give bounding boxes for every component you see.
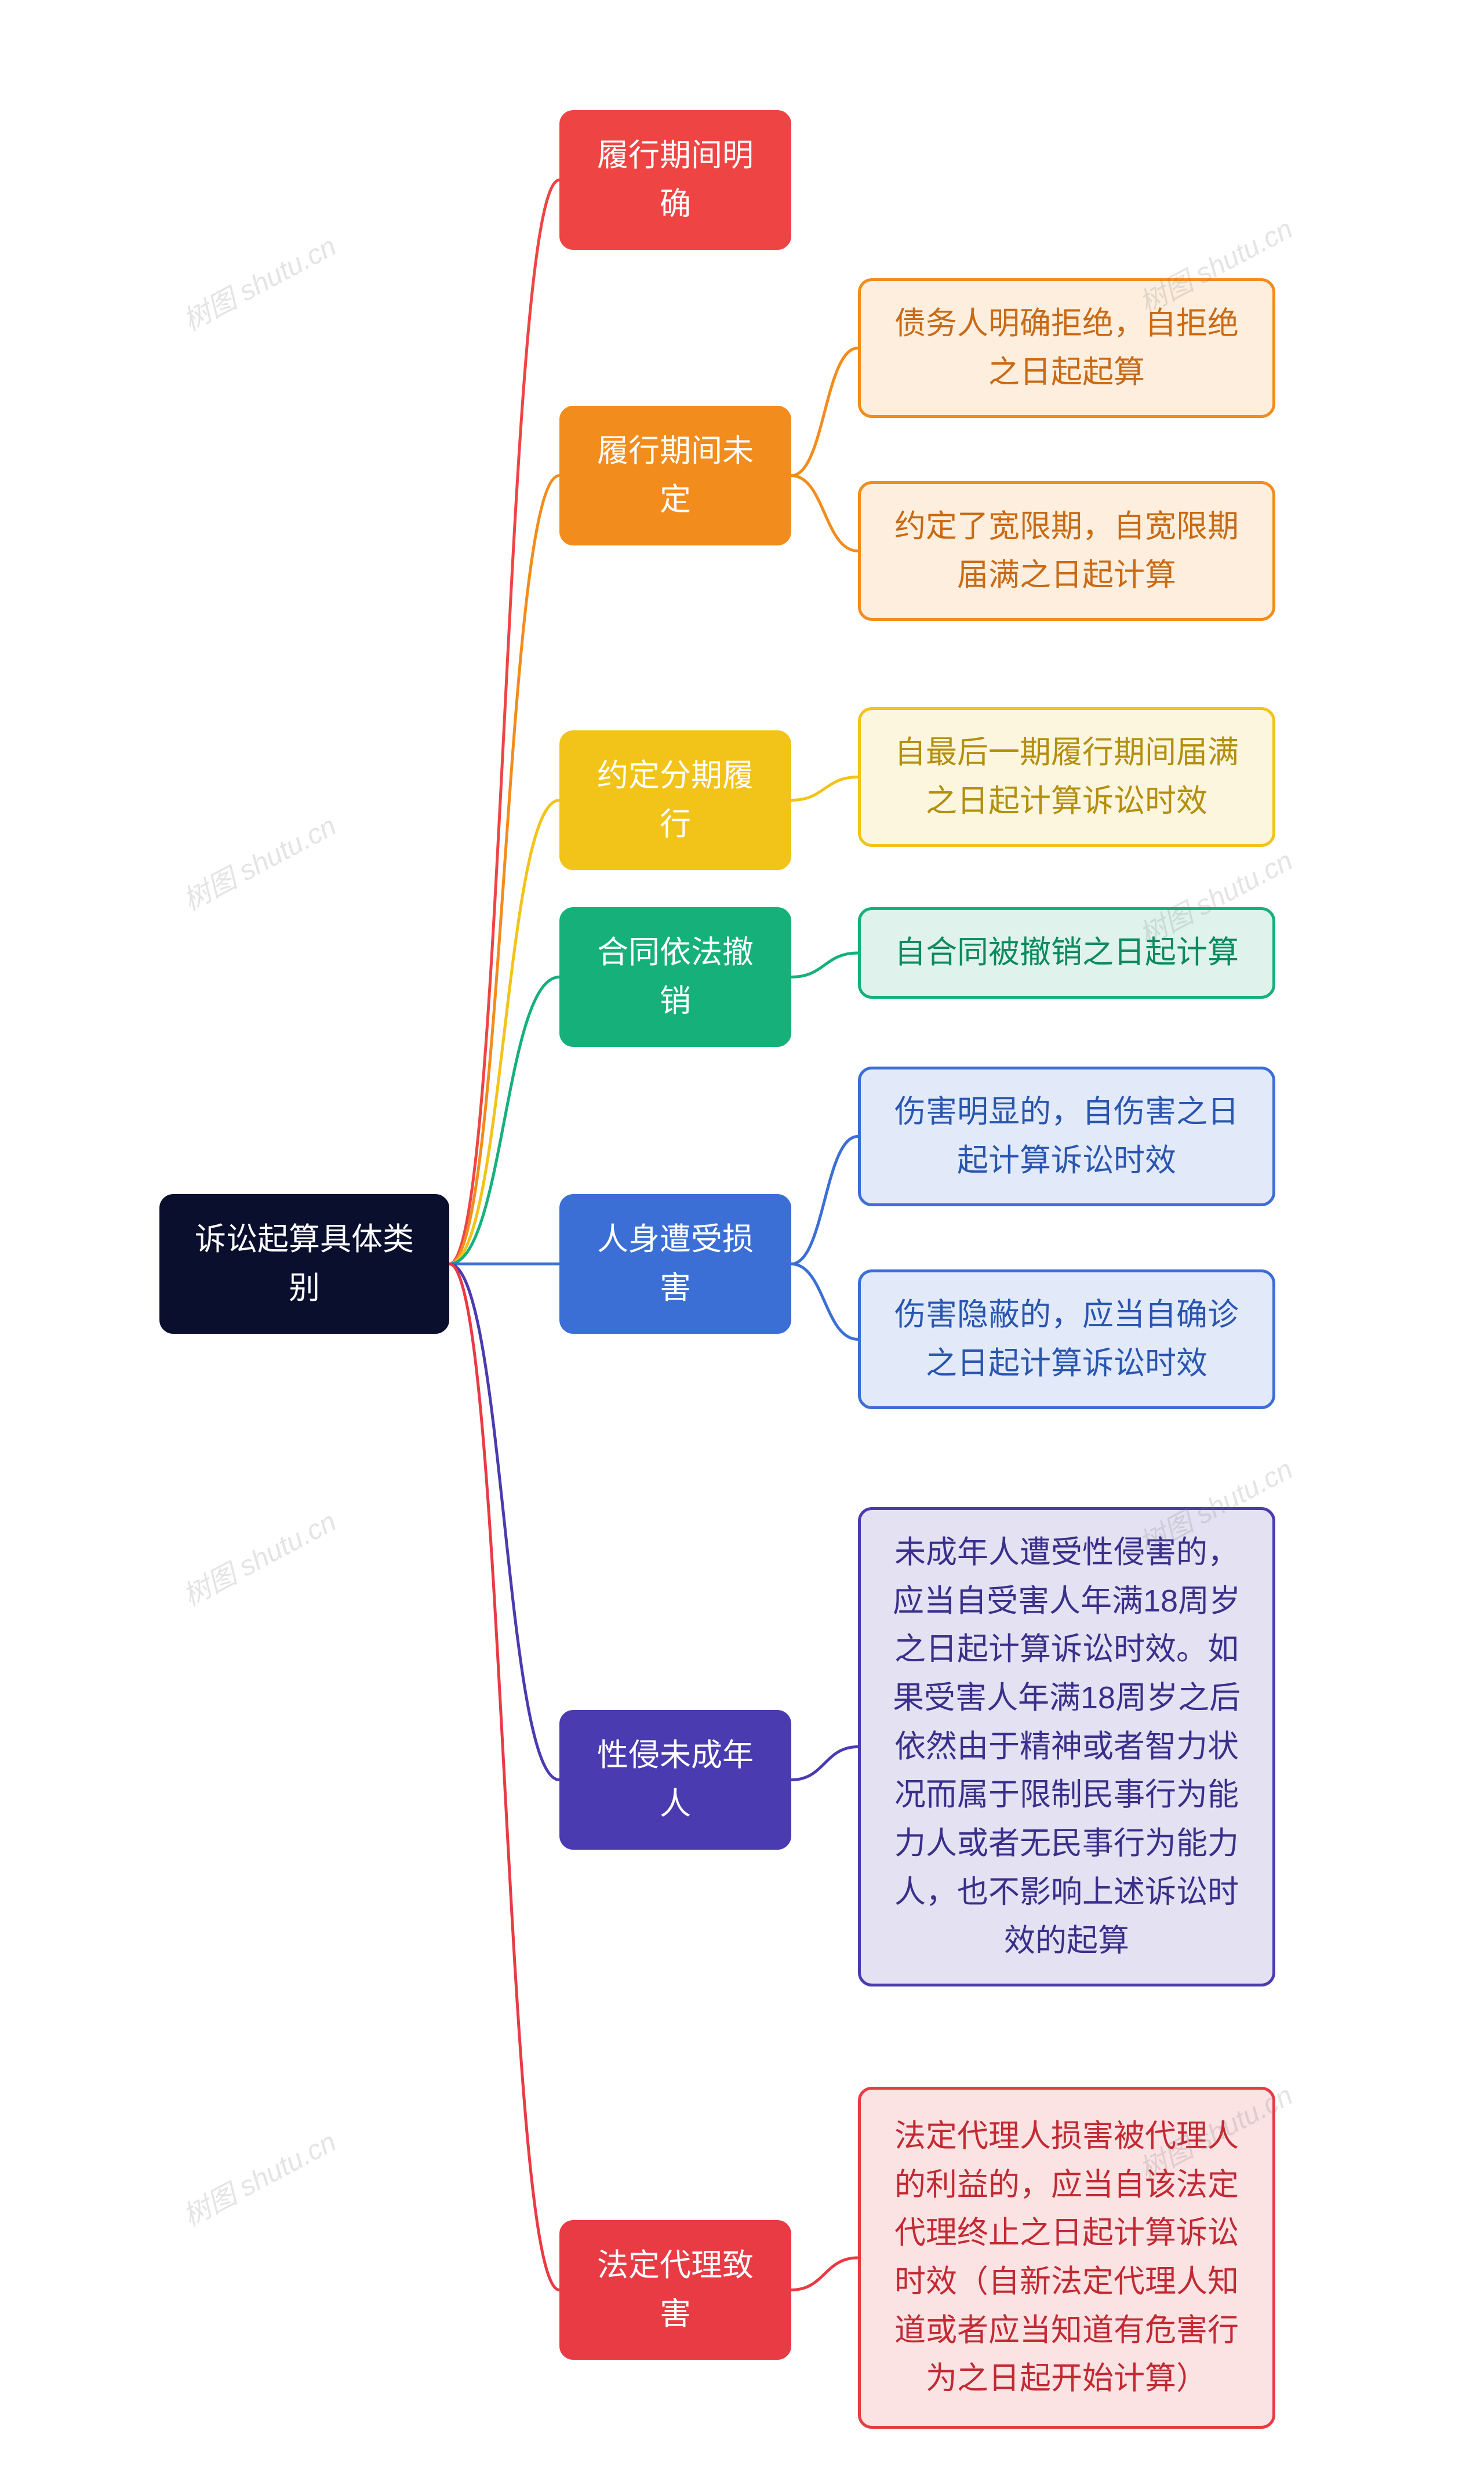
branch-b7-label: 法定代理致害	[585, 2242, 765, 2338]
watermark: 树图 shutu.cn	[174, 1499, 343, 1614]
branch-b5-label: 人身遭受损害	[585, 1216, 765, 1312]
leaf-b2-0-label: 债务人明确拒绝，自拒绝之日起起算	[884, 300, 1249, 396]
leaf-b4-0[interactable]: 自合同被撤销之日起计算	[858, 907, 1275, 999]
branch-b4-label: 合同依法撤销	[585, 929, 765, 1025]
branch-b2-label: 履行期间未定	[585, 427, 765, 524]
branch-b7[interactable]: 法定代理致害	[559, 2220, 791, 2360]
leaf-b6-0-label: 未成年人遭受性侵害的，应当自受害人年满18周岁之日起计算诉讼时效。如果受害人年满…	[884, 1529, 1249, 1965]
leaf-b6-0[interactable]: 未成年人遭受性侵害的，应当自受害人年满18周岁之日起计算诉讼时效。如果受害人年满…	[858, 1507, 1275, 1986]
leaf-b2-0[interactable]: 债务人明确拒绝，自拒绝之日起起算	[858, 278, 1275, 418]
leaf-b4-0-label: 自合同被撤销之日起计算	[894, 929, 1239, 977]
leaf-b2-1[interactable]: 约定了宽限期，自宽限期届满之日起计算	[858, 481, 1275, 621]
leaf-b3-0-label: 自最后一期履行期间届满之日起计算诉讼时效	[884, 729, 1249, 825]
branch-b6[interactable]: 性侵未成年人	[559, 1710, 791, 1850]
root-node[interactable]: 诉讼起算具体类别	[159, 1194, 449, 1334]
branch-b2[interactable]: 履行期间未定	[559, 406, 791, 545]
branch-b3[interactable]: 约定分期履行	[559, 730, 791, 870]
leaf-b5-0[interactable]: 伤害明显的，自伤害之日起计算诉讼时效	[858, 1067, 1275, 1206]
leaf-b7-0[interactable]: 法定代理人损害被代理人的利益的，应当自该法定代理终止之日起计算诉讼时效（自新法定…	[858, 2087, 1275, 2429]
root-node-label: 诉讼起算具体类别	[186, 1216, 423, 1312]
watermark: 树图 shutu.cn	[174, 803, 343, 918]
leaf-b3-0[interactable]: 自最后一期履行期间届满之日起计算诉讼时效	[858, 707, 1275, 847]
watermark: 树图 shutu.cn	[174, 2119, 343, 2234]
mindmap-canvas: 诉讼起算具体类别 履行期间明确履行期间未定 债务人明确拒绝，自拒绝之日起起算约定了宽…	[0, 0, 1484, 2485]
leaf-b2-1-label: 约定了宽限期，自宽限期届满之日起计算	[884, 503, 1249, 599]
branch-b3-label: 约定分期履行	[585, 752, 765, 849]
leaf-b5-1-label: 伤害隐蔽的，应当自确诊之日起计算诉讼时效	[884, 1291, 1249, 1388]
branch-b1-label: 履行期间明确	[585, 132, 765, 228]
leaf-b5-0-label: 伤害明显的，自伤害之日起计算诉讼时效	[884, 1088, 1249, 1185]
branch-b1[interactable]: 履行期间明确	[559, 110, 791, 250]
branch-b4[interactable]: 合同依法撤销	[559, 907, 791, 1047]
leaf-b5-1[interactable]: 伤害隐蔽的，应当自确诊之日起计算诉讼时效	[858, 1269, 1275, 1409]
branch-b5[interactable]: 人身遭受损害	[559, 1194, 791, 1334]
leaf-b7-0-label: 法定代理人损害被代理人的利益的，应当自该法定代理终止之日起计算诉讼时效（自新法定…	[884, 2112, 1249, 2403]
watermark: 树图 shutu.cn	[174, 224, 343, 339]
branch-b6-label: 性侵未成年人	[585, 1731, 765, 1828]
